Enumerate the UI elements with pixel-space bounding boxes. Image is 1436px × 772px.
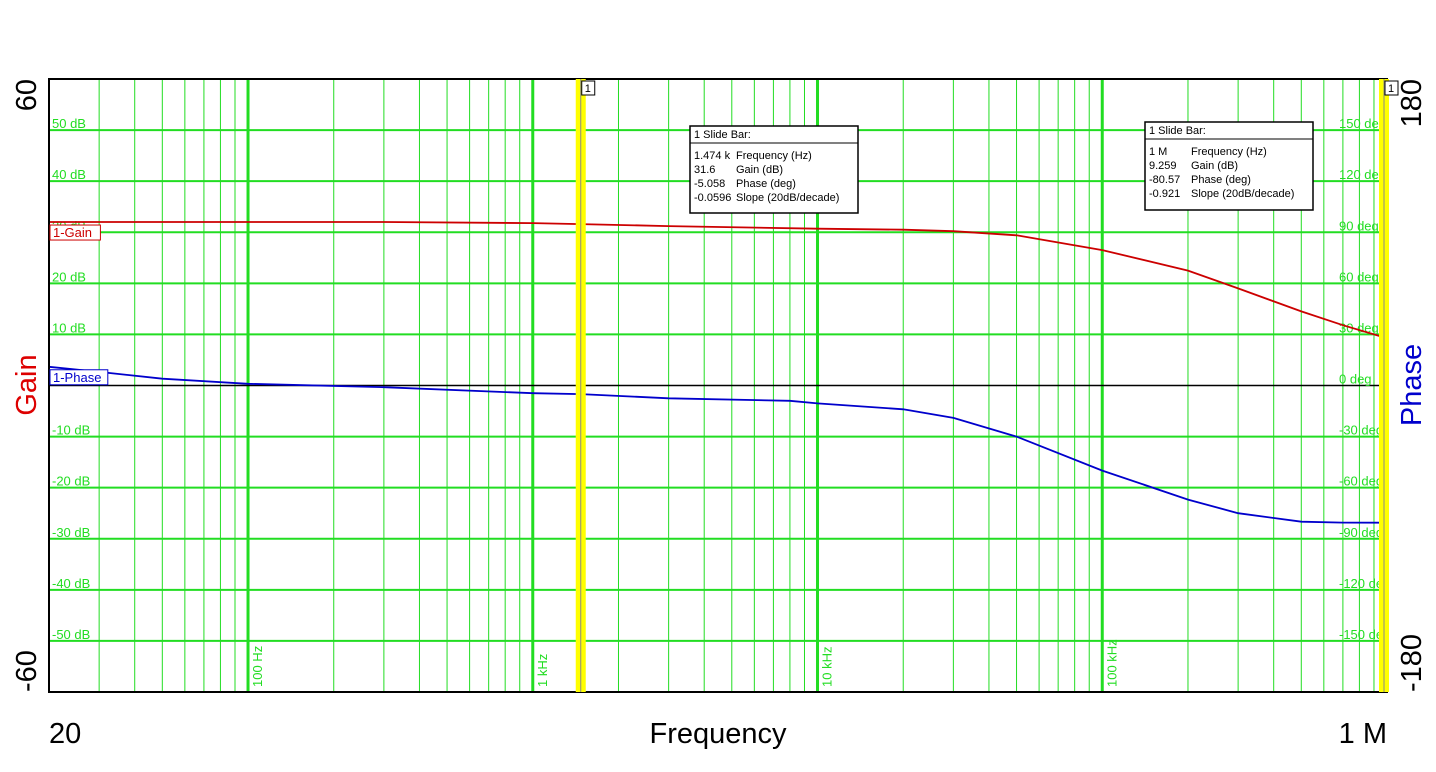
phase-tick-label: 60 deg	[1339, 269, 1379, 284]
readout-box	[1144, 121, 1314, 211]
phase-series-tag: 1-Phase	[49, 369, 109, 386]
series-tag-label: 1-Phase	[53, 370, 101, 385]
phase-tick-label: -60 deg	[1339, 474, 1383, 489]
readout-label: Frequency (Hz)	[1191, 146, 1267, 158]
frequency-tick-label: 100 kHz	[1104, 639, 1119, 687]
readout-value: 1 M	[1149, 146, 1167, 158]
phase-tick-label: 0 deg	[1339, 372, 1372, 387]
left-axis-min-label: -60	[11, 650, 43, 692]
series-tags: 1-Gain 1-Phase	[49, 224, 109, 386]
left-axis-max-label: 60	[11, 79, 43, 111]
gain-tick-label: 10 dB	[52, 320, 86, 335]
readout-value: -80.57	[1149, 174, 1180, 186]
phase-tick-label: -150 deg	[1339, 627, 1390, 642]
readout-box	[689, 125, 859, 214]
gain-tick-label: -50 dB	[52, 627, 90, 642]
gain-tick-label: -20 dB	[52, 474, 90, 489]
x-axis-title: Frequency	[649, 718, 787, 750]
gain-tick-label: -10 dB	[52, 423, 90, 438]
axis-labels: Frequency 20 1 M Gain 60 -60 Phase 180 -…	[11, 79, 1428, 750]
gain-tick-label: -40 dB	[52, 576, 90, 591]
readout-title: 1 Slide Bar:	[1149, 125, 1206, 137]
readout-value: 1.474 k	[694, 150, 731, 162]
x-axis-start-label: 20	[49, 718, 81, 750]
readout-value: -0.0596	[694, 192, 731, 204]
cursor-readouts: 1 Slide Bar: 1.474 k Frequency (Hz) 31.6 Gai…	[689, 121, 1314, 214]
slide-bar-handle	[581, 80, 596, 96]
phase-tick-label: 120 deg	[1339, 167, 1386, 182]
slide-bar-handle	[1384, 80, 1399, 96]
gain-series-tag: 1-Gain	[49, 224, 101, 241]
slide-bar-id: 1	[1388, 83, 1394, 95]
right-axis-max-label: 180	[1396, 79, 1428, 127]
phase-tick-label: -120 deg	[1339, 576, 1390, 591]
readout-label: Phase (deg)	[1191, 174, 1251, 186]
frequency-tick-label: 100 Hz	[250, 646, 265, 687]
phase-tick-label: -90 deg	[1339, 525, 1383, 540]
readout-value: 9.259	[1149, 160, 1177, 172]
readout-value: -5.058	[694, 178, 725, 190]
series-tag-box	[49, 224, 101, 241]
slide-bar-readout: 1 Slide Bar: 1.474 k Frequency (Hz) 31.6 Gai…	[689, 125, 859, 214]
gain-tick-label: 20 dB	[52, 269, 86, 284]
gain-curve	[49, 221, 1388, 340]
readout-value: -0.921	[1149, 188, 1180, 200]
gain-tick-label: -30 dB	[52, 525, 90, 540]
x-axis-end-label: 1 M	[1339, 718, 1387, 750]
readout-label: Slope (20dB/decade)	[1191, 188, 1294, 200]
slide-bar[interactable]: 1	[1379, 79, 1399, 692]
series-tag-label: 1-Gain	[53, 225, 92, 240]
gain-tick-label: 40 dB	[52, 167, 86, 182]
right-axis-min-label: -180	[1396, 634, 1428, 692]
readout-value: 31.6	[694, 164, 715, 176]
phase-curve	[48, 365, 1388, 524]
slide-bar[interactable]: 1	[575, 79, 596, 692]
phase-tick-label: -30 deg	[1339, 423, 1383, 438]
left-axis-title: Gain	[11, 354, 43, 415]
phase-tick-label: 90 deg	[1339, 218, 1379, 233]
readout-title: 1 Slide Bar:	[694, 129, 751, 141]
readout-label: Gain (dB)	[736, 164, 783, 176]
phase-tick-label: 30 deg	[1339, 320, 1379, 335]
right-axis-title: Phase	[1396, 344, 1428, 426]
slide-bar-readout: 1 Slide Bar: 1 M Frequency (Hz) 9.259 Gain (…	[1144, 121, 1314, 211]
readout-label: Phase (deg)	[736, 178, 796, 190]
readout-label: Slope (20dB/decade)	[736, 192, 839, 204]
readout-label: Gain (dB)	[1191, 160, 1238, 172]
readout-label: Frequency (Hz)	[736, 150, 812, 162]
phase-tick-label: 150 deg	[1339, 116, 1386, 131]
series-tag-box	[49, 369, 109, 386]
slide-bar-id: 1	[585, 83, 591, 95]
frequency-tick-label: 10 kHz	[820, 647, 835, 687]
frequency-tick-label: 1 kHz	[535, 654, 550, 687]
gain-tick-label: 50 dB	[52, 116, 86, 131]
